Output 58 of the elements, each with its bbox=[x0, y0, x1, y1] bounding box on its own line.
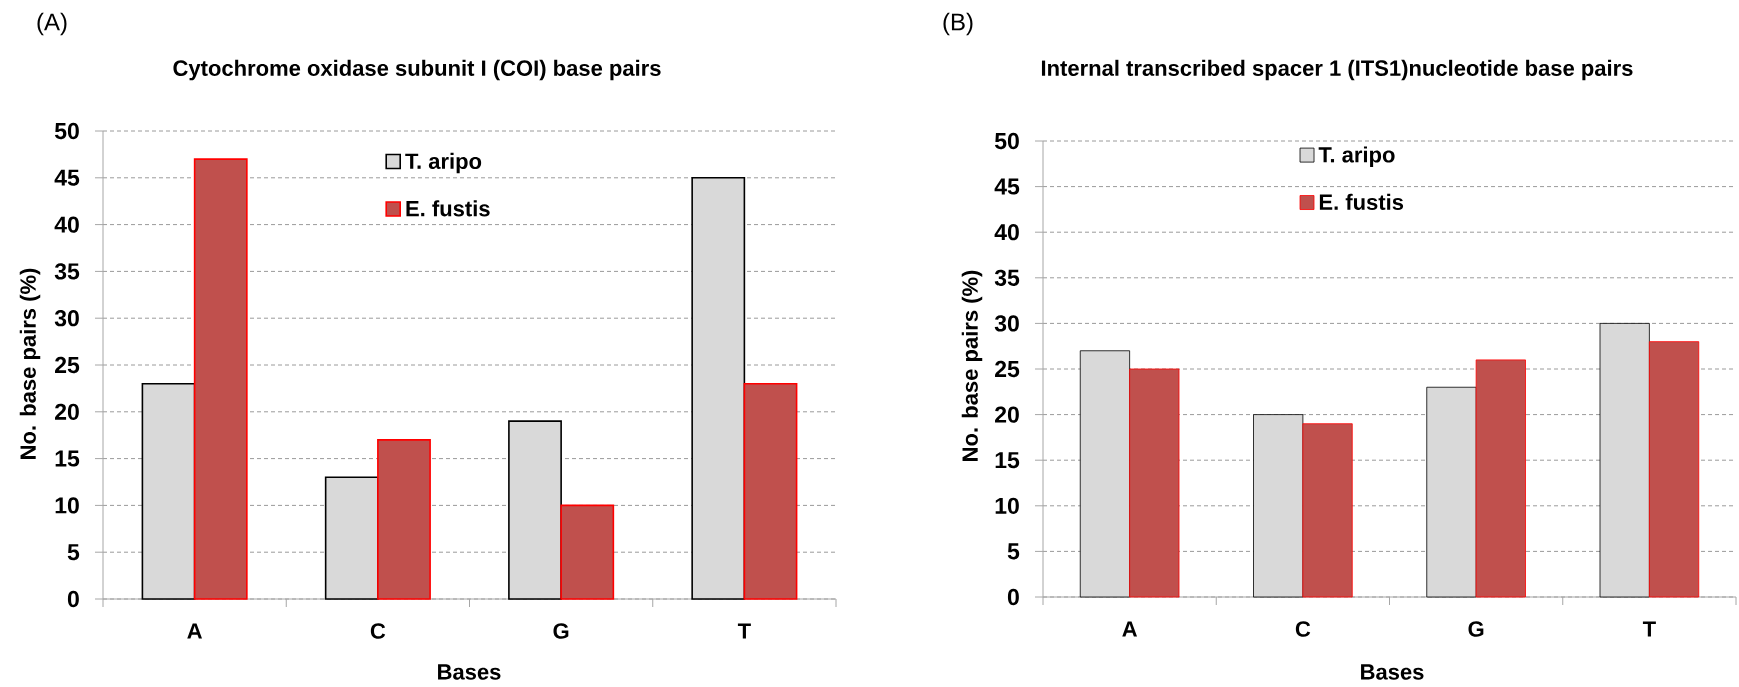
text: (B) bbox=[943, 12, 973, 36]
x-tick-label: A bbox=[187, 623, 202, 639]
x-tick-label: C bbox=[1295, 621, 1311, 637]
y-tick-label: 30 bbox=[54, 310, 79, 327]
y-tick-label: 20 bbox=[55, 403, 79, 420]
y-tick-label: 50 bbox=[54, 122, 79, 140]
y-tick-label: 15 bbox=[995, 452, 1020, 469]
bar bbox=[1426, 386, 1477, 598]
y-tick-label: 25 bbox=[995, 360, 1020, 378]
bar bbox=[1475, 359, 1526, 598]
x-tick-label: T bbox=[1642, 621, 1656, 637]
legend-label: E. fustis bbox=[1319, 193, 1404, 210]
bar bbox=[324, 476, 379, 600]
y-axis-title: No. base pairs (%) bbox=[19, 268, 41, 459]
y-tick-label: 15 bbox=[55, 450, 80, 467]
legend-label: E. fustis bbox=[406, 200, 490, 217]
x-tick-label: C bbox=[370, 623, 386, 639]
bar bbox=[1302, 423, 1353, 598]
text: (A) bbox=[37, 12, 67, 36]
y-tick-label: 40 bbox=[994, 224, 1019, 241]
y-tick-label: 40 bbox=[54, 216, 79, 233]
y-tick-label: 0 bbox=[1007, 588, 1019, 606]
x-axis-title: Bases bbox=[438, 664, 501, 680]
x-tick-label: G bbox=[1468, 621, 1484, 637]
chart-title: Internal transcribed spacer 1 (ITS1)nucleotide base pairs bbox=[1041, 59, 1633, 81]
bar bbox=[560, 504, 615, 600]
y-tick-label: 35 bbox=[994, 269, 1020, 286]
x-tick-label: A bbox=[1122, 621, 1138, 637]
bar bbox=[377, 439, 431, 600]
y-tick-label: 30 bbox=[994, 315, 1019, 332]
bar bbox=[141, 382, 196, 600]
bar bbox=[691, 177, 746, 600]
bar bbox=[743, 382, 798, 600]
y-tick-label: 10 bbox=[55, 497, 79, 514]
bar bbox=[1129, 368, 1180, 598]
y-tick-label: 45 bbox=[54, 169, 80, 186]
legend-label: T. aripo bbox=[1318, 146, 1395, 167]
x-tick-label: G bbox=[553, 623, 569, 639]
y-tick-label: 5 bbox=[1007, 543, 1020, 560]
bar bbox=[1253, 414, 1304, 598]
bar bbox=[193, 158, 248, 600]
chart-title: Cytochrome oxidase subunit I (COI) base pairs bbox=[173, 59, 661, 81]
legend-label: T. aripo bbox=[405, 152, 482, 174]
y-tick-label: 45 bbox=[994, 178, 1020, 195]
x-axis-title: Bases bbox=[1361, 664, 1424, 680]
y-tick-label: 25 bbox=[55, 356, 80, 374]
y-axis-title: No. base pairs (%) bbox=[961, 270, 983, 461]
y-tick-label: 20 bbox=[995, 406, 1019, 423]
x-tick-label: T bbox=[737, 623, 751, 639]
y-tick-label: 35 bbox=[54, 263, 80, 280]
y-tick-label: 0 bbox=[67, 590, 79, 608]
bar bbox=[1599, 323, 1650, 598]
y-tick-label: 50 bbox=[994, 132, 1019, 150]
y-tick-label: 5 bbox=[67, 544, 80, 561]
bar bbox=[508, 420, 562, 600]
bar bbox=[1648, 341, 1700, 598]
bar bbox=[1079, 350, 1131, 598]
y-tick-label: 10 bbox=[995, 497, 1019, 514]
